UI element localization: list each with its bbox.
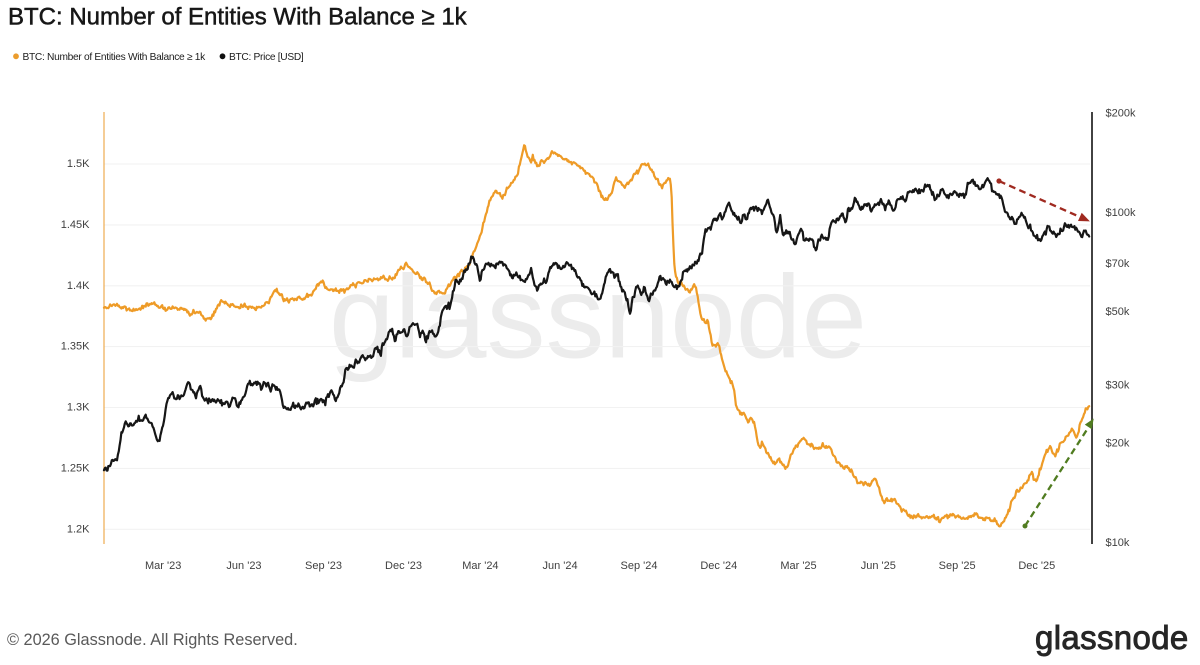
- svg-text:Mar '25: Mar '25: [780, 560, 816, 572]
- svg-text:Dec '24: Dec '24: [700, 560, 737, 572]
- svg-text:1.2K: 1.2K: [67, 523, 90, 535]
- svg-text:1.4K: 1.4K: [67, 280, 90, 292]
- svg-text:glassnode: glassnode: [329, 252, 867, 384]
- svg-text:Jun '25: Jun '25: [861, 560, 896, 572]
- svg-text:BTC: Number of Entities With B: BTC: Number of Entities With Balance ≥ 1…: [23, 52, 207, 63]
- svg-text:$100k: $100k: [1106, 207, 1136, 219]
- svg-text:Dec '25: Dec '25: [1018, 560, 1055, 572]
- svg-text:$20k: $20k: [1106, 438, 1130, 450]
- svg-text:BTC: Number of Entities With B: BTC: Number of Entities With Balance ≥ 1…: [8, 4, 468, 31]
- svg-text:1.35K: 1.35K: [61, 341, 90, 353]
- svg-text:Sep '25: Sep '25: [939, 560, 976, 572]
- svg-text:1.45K: 1.45K: [61, 219, 90, 231]
- svg-text:BTC: Price [USD]: BTC: Price [USD]: [229, 52, 304, 63]
- svg-text:$200k: $200k: [1106, 108, 1136, 120]
- svg-text:Sep '23: Sep '23: [305, 560, 342, 572]
- svg-text:Jun '24: Jun '24: [543, 560, 578, 572]
- svg-text:© 2026 Glassnode. All Rights R: © 2026 Glassnode. All Rights Reserved.: [7, 631, 298, 649]
- svg-text:Sep '24: Sep '24: [621, 560, 658, 572]
- svg-text:1.5K: 1.5K: [67, 158, 90, 170]
- svg-text:Mar '24: Mar '24: [462, 560, 498, 572]
- svg-text:Mar '23: Mar '23: [145, 560, 181, 572]
- svg-text:Dec '23: Dec '23: [385, 560, 422, 572]
- svg-text:$50k: $50k: [1106, 306, 1130, 318]
- svg-text:1.3K: 1.3K: [67, 402, 90, 414]
- svg-text:glassnode: glassnode: [1035, 619, 1189, 656]
- svg-text:$70k: $70k: [1106, 258, 1130, 270]
- svg-text:1.25K: 1.25K: [61, 462, 90, 474]
- svg-text:$30k: $30k: [1106, 379, 1130, 391]
- svg-text:$10k: $10k: [1106, 537, 1130, 549]
- svg-text:Jun '23: Jun '23: [226, 560, 261, 572]
